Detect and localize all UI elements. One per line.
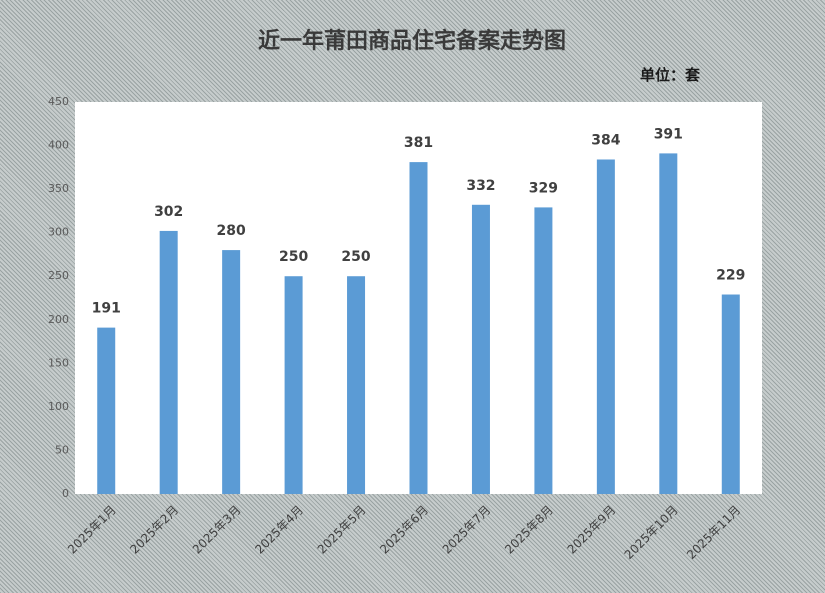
y-tick-label: 400 <box>48 139 69 152</box>
y-tick-label: 250 <box>48 269 69 282</box>
x-tick-label: 2025年2月 <box>127 503 181 557</box>
bar <box>222 250 241 494</box>
value-label: 191 <box>92 301 121 317</box>
value-label: 329 <box>529 180 558 196</box>
bar <box>409 162 428 494</box>
y-tick-label: 0 <box>62 487 69 500</box>
value-label: 332 <box>466 178 495 194</box>
value-label: 250 <box>279 249 308 265</box>
bar <box>659 153 678 494</box>
value-label: 384 <box>591 132 620 148</box>
value-label: 250 <box>341 249 370 265</box>
y-tick-label: 100 <box>48 400 69 413</box>
y-tick-label: 50 <box>55 443 69 456</box>
value-label: 302 <box>154 204 183 220</box>
x-tick-label: 2025年4月 <box>252 503 306 557</box>
x-tick-label: 2025年8月 <box>502 503 556 557</box>
value-label: 391 <box>654 126 683 142</box>
value-label: 381 <box>404 135 433 151</box>
unit-label: 单位：套 <box>640 66 701 84</box>
bar <box>534 207 553 494</box>
bar <box>159 230 178 494</box>
bar <box>721 294 740 494</box>
chart-title: 近一年莆田商品住宅备案走势图 <box>258 28 566 54</box>
x-tick-label: 2025年1月 <box>65 503 119 557</box>
x-tick-label: 2025年6月 <box>377 503 431 557</box>
y-tick-label: 450 <box>48 95 69 108</box>
x-tick-label: 2025年5月 <box>315 503 369 557</box>
value-label: 229 <box>716 268 745 284</box>
x-tick-label: 2025年7月 <box>440 503 494 557</box>
x-tick-label: 2025年9月 <box>565 503 619 557</box>
bar <box>471 204 490 494</box>
bar <box>97 327 116 494</box>
y-tick-label: 300 <box>48 226 69 239</box>
x-tick-label: 2025年11月 <box>684 503 743 562</box>
y-tick-label: 350 <box>48 182 69 195</box>
bar <box>596 159 615 494</box>
bar <box>284 276 303 494</box>
bar <box>347 276 366 494</box>
x-tick-label: 2025年3月 <box>190 503 244 557</box>
y-tick-label: 200 <box>48 313 69 326</box>
y-tick-label: 150 <box>48 356 69 369</box>
value-label: 280 <box>217 223 246 239</box>
x-tick-label: 2025年10月 <box>622 503 681 562</box>
